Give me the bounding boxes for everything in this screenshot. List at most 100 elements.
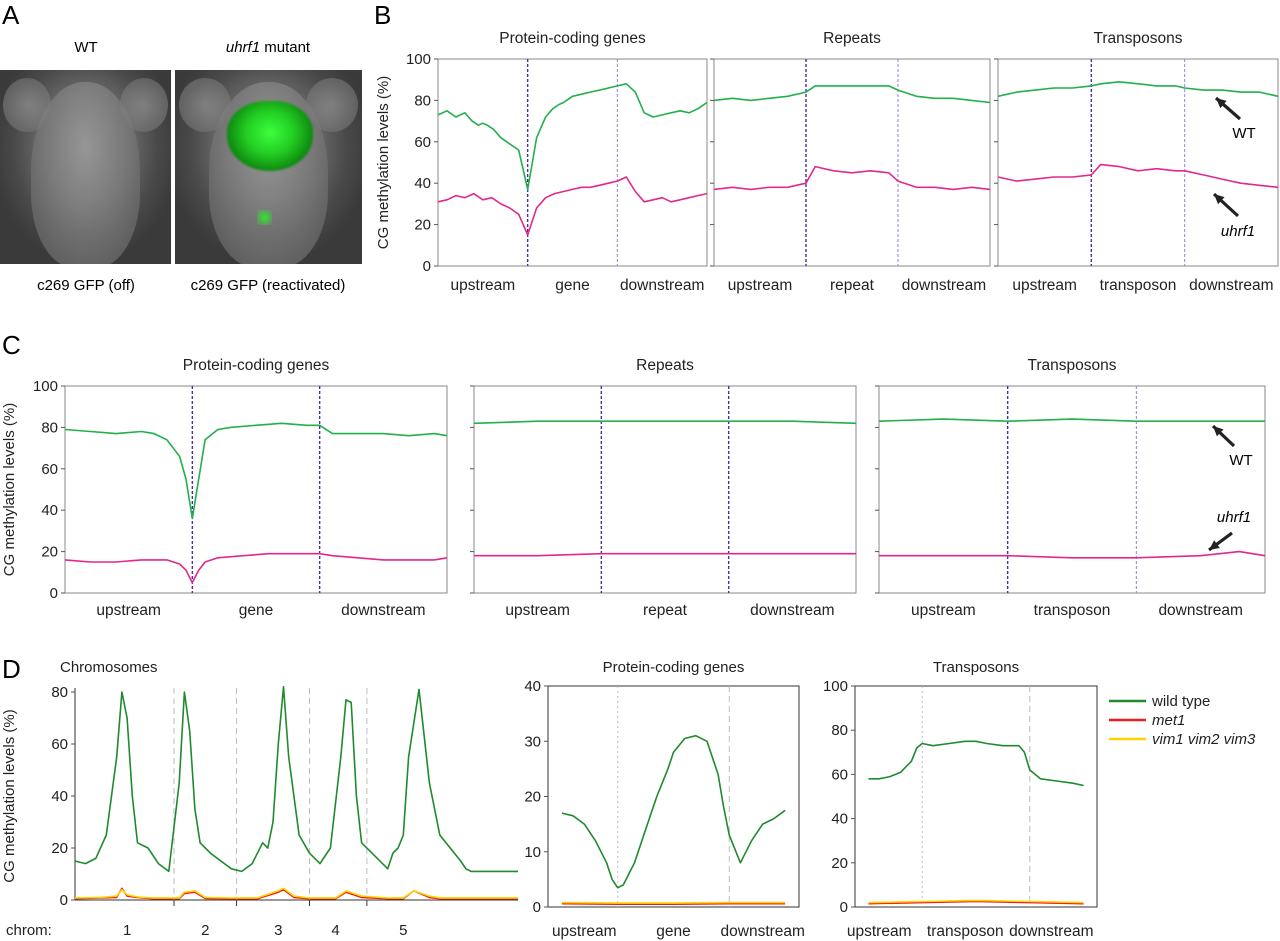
y-tick-label: 60: [41, 461, 58, 478]
y-tick-label: 40: [414, 175, 431, 192]
legend-d: wild type met1 vim1 vim2 vim3: [1109, 693, 1256, 748]
plot-frame: [64, 385, 448, 594]
chart-b1: Protein-coding genes 0 20 40 60 80 100 CG methy…: [375, 30, 708, 294]
plot-frame: [547, 685, 800, 908]
series-line-met1: [561, 902, 786, 906]
chrom-label-2: 2: [201, 922, 209, 939]
chart-b2: Repeats upstream repeat downstream: [710, 30, 991, 294]
y-tick-label: 0: [60, 892, 68, 909]
chart-c1: Protein-coding genes 0 20 40 60 80 100 CG methy…: [1, 357, 448, 619]
photo-uhrf1-mutant: [175, 70, 362, 264]
series-line-uhrf1: [474, 552, 856, 557]
legend-label: wild type: [1151, 693, 1210, 710]
y-tick-label: 100: [33, 378, 58, 395]
region-label-gene: gene: [555, 277, 589, 294]
region-label-gene: gene: [239, 602, 273, 619]
chart-c2: Repeats upstream repeat downstream: [470, 357, 857, 619]
series-line-vim1-vim2-vim3: [561, 901, 786, 904]
y-tick-label: 80: [831, 722, 848, 739]
region-label-gene: gene: [656, 923, 690, 940]
chart-d3: Transposons 0 20 40 60 80 100 upstream transposo…: [823, 659, 1098, 940]
chart-title: Protein-coding genes: [603, 659, 745, 676]
series-line-wild-type: [74, 685, 518, 873]
series-line-wild-type: [868, 740, 1084, 787]
y-tick-label: 60: [414, 134, 431, 151]
chart-d2: Protein-coding genes 0 10 20 30 40 upstream gen…: [524, 659, 805, 940]
y-axis-label: CG methylation levels (%): [375, 76, 392, 249]
region-label-downstream: downstream: [902, 277, 986, 294]
chrom-label-5: 5: [399, 922, 407, 939]
panel-label-c: C: [2, 330, 21, 360]
region-label-upstream: upstream: [505, 602, 570, 619]
region-label-upstream: upstream: [847, 923, 912, 940]
photo-wt: [0, 70, 171, 264]
panel-a-title-mutant-rest: mutant: [260, 39, 311, 56]
chrom-label-1: 1: [123, 922, 131, 939]
series-line-wt: [997, 81, 1279, 98]
y-tick-label: 0: [50, 585, 58, 602]
y-tick-label: 80: [51, 684, 68, 701]
arrow-head: [1214, 194, 1225, 205]
chart-title: Transposons: [1093, 30, 1182, 47]
region-label-downstream: downstream: [1189, 277, 1273, 294]
series-line-vim1-vim2-vim3: [74, 887, 518, 899]
y-tick-label: 60: [831, 766, 848, 783]
region-label-upstream: upstream: [728, 277, 793, 294]
chart-c3: Transposons upstream transposon downstream: [875, 357, 1266, 619]
region-label-upstream: upstream: [911, 602, 976, 619]
panel-a-title-wt: WT: [74, 39, 97, 56]
arrow-head: [1209, 540, 1220, 550]
region-label-upstream: upstream: [1012, 277, 1077, 294]
panel-a-caption-reactivated: c269 GFP (reactivated): [191, 277, 346, 294]
chart-title: Protein-coding genes: [499, 30, 646, 47]
plot-frame: [473, 385, 857, 594]
x-axis-prefix: chrom:: [6, 922, 52, 939]
y-tick-label: 20: [41, 544, 58, 561]
region-label-repeat: repeat: [643, 602, 688, 619]
series-line-wt: [878, 418, 1265, 423]
region-label-transposon: transposon: [1100, 277, 1177, 294]
region-label-downstream: downstream: [1158, 602, 1242, 619]
panel-a-caption-off: c269 GFP (off): [37, 277, 135, 294]
y-tick-label: 0: [423, 258, 431, 275]
panel-label-a: A: [2, 0, 20, 30]
arrow-wt-c: [1211, 424, 1236, 448]
y-tick-label: 100: [823, 678, 848, 695]
y-tick-label: 40: [831, 811, 848, 828]
region-label-downstream: downstream: [620, 277, 704, 294]
plot-frame: [854, 685, 1098, 908]
chart-title: Repeats: [636, 357, 694, 374]
region-label-upstream: upstream: [451, 277, 516, 294]
annotation-wt-c: WT: [1229, 452, 1252, 469]
region-label-transposon: transposon: [1034, 602, 1111, 619]
region-label-upstream: upstream: [552, 923, 617, 940]
y-tick-label: 20: [831, 855, 848, 872]
y-tick-label: 40: [51, 788, 68, 805]
y-tick-label: 80: [41, 419, 58, 436]
panel-a-title-mutant: uhrf1 mutant: [226, 39, 311, 56]
y-tick-label: 0: [840, 899, 848, 916]
y-axis-label: CG methylation levels (%): [1, 403, 18, 576]
y-tick-label: 20: [524, 789, 541, 806]
chrom-label-4: 4: [331, 922, 339, 939]
y-tick-label: 0: [533, 899, 541, 916]
arrow-uhrf1-c: [1208, 531, 1233, 552]
plot-frame: [437, 58, 708, 267]
legend-label: vim1 vim2 vim3: [1152, 731, 1256, 748]
legend-label: met1: [1152, 712, 1185, 729]
chart-title: Transposons: [933, 659, 1019, 676]
series-line-uhrf1: [997, 163, 1279, 189]
region-label-repeat: repeat: [830, 277, 875, 294]
region-label-downstream: downstream: [750, 602, 834, 619]
arrow-uhrf1-b: [1212, 192, 1240, 218]
series-line-wt: [64, 422, 448, 520]
chart-title: Chromosomes: [60, 659, 158, 676]
arrow-head: [1213, 426, 1224, 437]
chart-title: Protein-coding genes: [183, 357, 330, 374]
series-line-wt: [437, 83, 708, 191]
chart-d1: Chromosomes 0 20 40 60 80 CG methylation level…: [1, 659, 518, 939]
y-tick-label: 80: [414, 92, 431, 109]
region-label-downstream: downstream: [1009, 923, 1093, 940]
chrom-label-3: 3: [274, 922, 282, 939]
